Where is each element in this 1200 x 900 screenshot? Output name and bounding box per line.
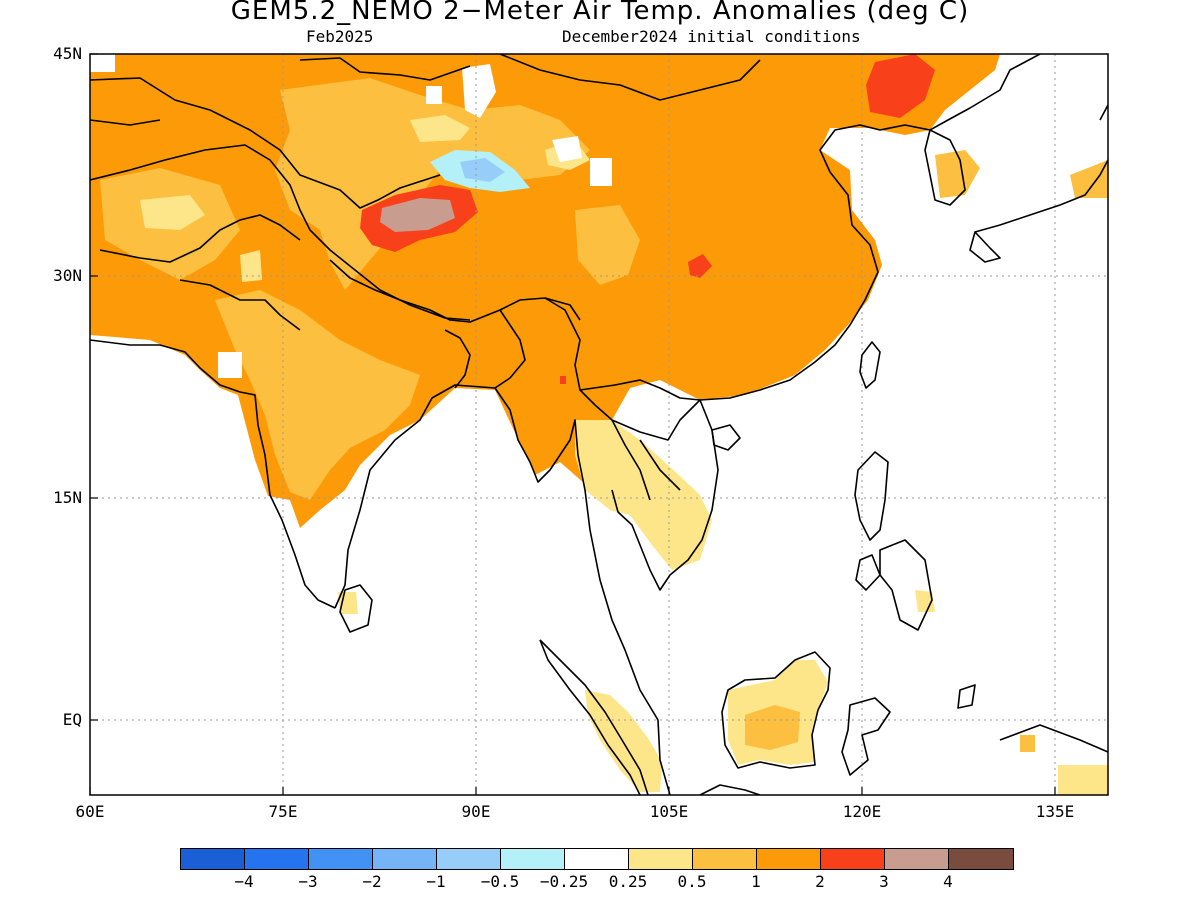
lon-label-120e: 120E <box>842 802 882 821</box>
colorbar-swatch <box>437 849 501 869</box>
anomaly-region-0-5-1 <box>745 705 800 750</box>
map-title: GEM5.2_NEMO 2−Meter Air Temp. Anomalies … <box>230 0 970 26</box>
anomaly-region-0-5-1 <box>575 205 640 285</box>
coastlines <box>90 54 1108 795</box>
colorbar-swatch <box>501 849 565 869</box>
anomaly-region-0-5-1 <box>275 78 590 290</box>
colorbar-tick-label: 4 <box>943 872 953 891</box>
anomaly-region-below-0-25 <box>426 86 442 104</box>
anomaly-region-0-25-0-5 <box>240 250 262 282</box>
anomaly-region-0-5-1 <box>935 150 980 198</box>
anomaly-region-neg-1-neg-0-5 <box>460 158 505 182</box>
anomaly-region-below-0-25 <box>590 158 612 186</box>
anomaly-region-below-0-25 <box>552 136 582 162</box>
colorbar-tick-label: −2 <box>362 872 382 891</box>
colorbar-tick-label: 0.5 <box>677 872 707 891</box>
colorbar-tick-label: −1 <box>426 872 446 891</box>
lon-label-75e: 75E <box>268 802 298 821</box>
colorbar-swatch <box>885 849 949 869</box>
colorbar-tick-label: 3 <box>879 872 889 891</box>
colorbar-tick-label: 0.25 <box>608 872 648 891</box>
colorbar-tick-label: 1 <box>751 872 761 891</box>
colorbar-swatch <box>373 849 437 869</box>
map-frame <box>89 53 1109 796</box>
lat-label-45n: 45N <box>53 44 82 63</box>
lon-label-90e: 90E <box>461 802 491 821</box>
lon-label-135e: 135E <box>1035 802 1075 821</box>
graticule <box>90 54 1108 795</box>
colorbar-tick-label: −0.25 <box>539 872 589 891</box>
anomaly-region-2-3 <box>866 54 935 118</box>
anomaly-region-0-25-0-5 <box>140 195 205 230</box>
colorbar-swatch <box>821 849 885 869</box>
colorbar-swatch <box>693 849 757 869</box>
colorbar-swatch <box>757 849 821 869</box>
lon-label-60e: 60E <box>75 802 105 821</box>
colorbar-swatch <box>629 849 693 869</box>
anomaly-region-2-3 <box>688 254 712 278</box>
lon-label-105e: 105E <box>649 802 689 821</box>
colorbar-tick-label: 2 <box>815 872 825 891</box>
colorbar-tick-label: −3 <box>298 872 318 891</box>
lat-label-15n: 15N <box>53 488 82 507</box>
colorbar-swatch <box>181 849 245 869</box>
forecast-month-label: Feb2025 <box>306 27 374 46</box>
colorbar-tick-label: −0.5 <box>480 872 520 891</box>
anomaly-region-3-4 <box>380 198 455 232</box>
colorbar-tick-label: −4 <box>234 872 254 891</box>
initial-conditions-label: December2024 initial conditions <box>562 27 861 46</box>
anomaly-region-2-3 <box>560 376 566 384</box>
anomaly-region-0-5-1 <box>215 290 420 500</box>
anomaly-region-0-5-1 <box>1070 160 1108 198</box>
anomaly-region-0-5-1 <box>1020 735 1035 752</box>
anomaly-region-below-0-25 <box>90 54 115 72</box>
colorbar <box>180 848 1014 870</box>
lat-label-eq: EQ <box>62 710 82 729</box>
anomaly-region-0-25-0-5 <box>575 420 712 570</box>
anomaly-region-0-25-0-5 <box>915 590 935 612</box>
anomaly-region-below-0-25 <box>462 64 496 118</box>
colorbar-swatch <box>949 849 1013 869</box>
colorbar-swatch <box>245 849 309 869</box>
colorbar-swatch <box>309 849 373 869</box>
lat-label-30n: 30N <box>53 266 82 285</box>
colorbar-swatch <box>565 849 629 869</box>
anomaly-region-0-25-0-5 <box>1058 765 1108 795</box>
anomaly-region-0-25-0-5 <box>410 115 470 142</box>
anomaly-region-below-0-25 <box>218 352 242 378</box>
